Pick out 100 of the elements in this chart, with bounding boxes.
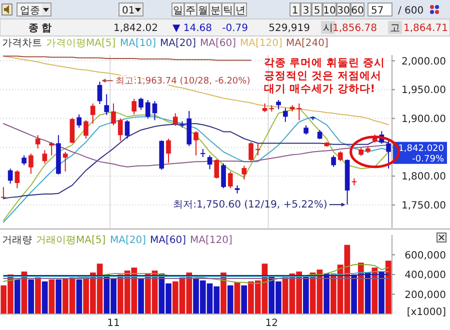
candlestick [84,120,88,140]
bar [234,282,240,314]
bar [227,285,234,314]
bar [14,279,20,314]
candlestick [132,98,137,115]
text: MA[240] [286,38,328,49]
bar [303,276,309,314]
text: 일 [173,6,183,16]
candlestick [194,130,198,156]
text: -0.79% [412,154,444,164]
candlestick [118,118,123,142]
candlestick [145,99,150,119]
candlestick [70,117,75,144]
bar [76,279,82,314]
text: 30 [337,6,350,16]
bar [372,268,378,314]
candlestick [242,165,247,180]
text: 57 [371,6,384,16]
text: MA[5] [76,235,106,246]
text: MA[120] [240,38,282,49]
text: MA[20] [110,235,146,246]
candlestick [214,158,220,179]
candlestick [104,94,110,116]
candlestick [331,154,336,168]
candlestick [338,150,343,162]
text: MA[60] [200,38,236,49]
text: 1,842.02 [113,23,158,34]
bar [241,285,248,314]
y-tick-label: 200,000 [404,290,446,301]
bar [324,274,330,314]
text: MA[60] [150,235,186,246]
chart-title: 가격차트 [2,38,42,49]
candlestick [276,99,281,110]
candlestick [49,142,54,156]
candlestick [166,138,171,164]
y-tick-label: 2,000.00 [401,56,446,68]
candlestick [8,168,13,184]
text: 5 [314,6,320,16]
bar [351,274,357,314]
candlestick [76,114,82,128]
text: 3 [302,6,310,16]
y-axis-title: [x1000] [406,307,446,318]
bar [378,272,384,314]
legend-title: 가격이평 [46,38,86,49]
bar [35,277,41,314]
candlestick [282,108,288,122]
x-tick-label: 12 [265,318,278,329]
annotation: 각종 루머에 휘둘린 증시 긍정적인 것은 저점에서 대기 매수세가 강하다! [264,57,385,95]
candlestick [111,102,116,126]
text: MA[5] [86,38,116,49]
legend-title: 거래이평 [36,235,76,246]
text: MA[10] [120,38,156,49]
candlestick [35,134,40,149]
text: MA[20] [160,38,196,49]
candlestick [304,124,308,136]
candlestick [386,138,391,170]
text: 1,864.71 [403,23,448,34]
bar [385,260,392,314]
text: -0.79 [222,23,248,34]
text: / 600 [398,6,424,16]
candlestick [138,97,144,110]
y-tick-label: 1,750.00 [401,200,446,212]
candlestick [90,102,96,124]
bar [42,281,48,314]
text: ▼ 14.68 [172,23,212,34]
text: 60 [351,6,364,16]
text: 시 [323,23,333,34]
text: 1 [292,6,298,16]
bar [48,279,55,314]
candlestick [152,100,158,121]
chart-title: 거래량 [2,235,32,246]
annotation: 최저:1,750.60 (12/19, +5.22%) [173,200,328,211]
x-tick-label: 11 [107,318,120,329]
candlestick [248,142,254,162]
text: 1,856.78 [332,23,377,34]
y-tick-label: 400,000 [404,270,446,281]
bar [28,279,34,314]
candlestick [22,154,26,166]
candlestick [172,112,178,126]
text: 종 합 [28,23,52,34]
text: 1,842.020 [398,144,444,154]
y-tick-label: 600,000 [404,250,446,262]
text: 주 [186,6,196,16]
y-tick-label: 1,900.00 [401,114,446,125]
candlestick [62,151,68,172]
text: 01 [122,6,135,16]
candlestick [97,81,102,105]
text: 년 [236,6,246,16]
candlestick [42,150,48,164]
text: 분 [210,6,220,16]
candlestick [317,129,322,140]
bar [358,262,364,314]
candlestick [255,142,260,156]
text: 고 [390,23,400,34]
candlestick [221,162,226,189]
candlestick [14,170,20,189]
text: 틱 [223,6,233,16]
text: 월 [198,6,208,16]
candlestick [1,186,6,200]
candlestick [28,153,34,174]
